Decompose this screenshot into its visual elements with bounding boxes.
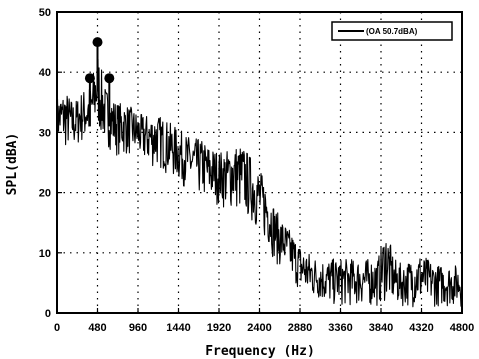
x-tick-label: 2880	[288, 322, 312, 334]
x-tick-label: 1440	[166, 322, 190, 334]
y-tick-label: 10	[39, 248, 51, 260]
x-tick-label: 3360	[328, 322, 352, 334]
peak-markers	[84, 37, 115, 127]
y-tick-label: 20	[39, 188, 51, 200]
x-tick-labels: 0 480 960 1440 1920 2400 2880 3360 3840 4320 4800	[54, 322, 474, 334]
x-tick-label: 0	[54, 322, 60, 334]
y-tick-labels: 0 10 20 30 40 50	[39, 7, 51, 320]
legend-series-name: (OA 50.7dBA)	[366, 27, 418, 36]
y-tick-label: 50	[39, 7, 51, 19]
x-tick-label: 2400	[247, 322, 271, 334]
y-tick-label: 40	[39, 67, 51, 79]
legend: (OA 50.7dBA)	[331, 21, 453, 41]
x-tick-label: 3840	[369, 322, 393, 334]
y-axis-title: SPL(dBA)	[5, 133, 20, 196]
x-axis-title: Frequency (Hz)	[205, 344, 315, 359]
peak-marker	[92, 37, 103, 48]
spectrum-trace	[56, 58, 463, 308]
x-tick-label: 4320	[409, 322, 433, 334]
x-tick-label: 960	[129, 322, 147, 334]
x-tick-label: 480	[88, 322, 106, 334]
grid-lines	[57, 12, 462, 313]
peak-marker	[104, 73, 115, 84]
spectrum-line	[56, 58, 463, 308]
x-tick-label: 1920	[207, 322, 231, 334]
y-tick-label: 0	[45, 308, 51, 320]
y-tick-label: 30	[39, 127, 51, 139]
peak-marker	[84, 73, 95, 84]
x-tick-label: 4800	[450, 322, 474, 334]
legend-box	[331, 21, 453, 41]
tick-marks	[56, 11, 463, 314]
